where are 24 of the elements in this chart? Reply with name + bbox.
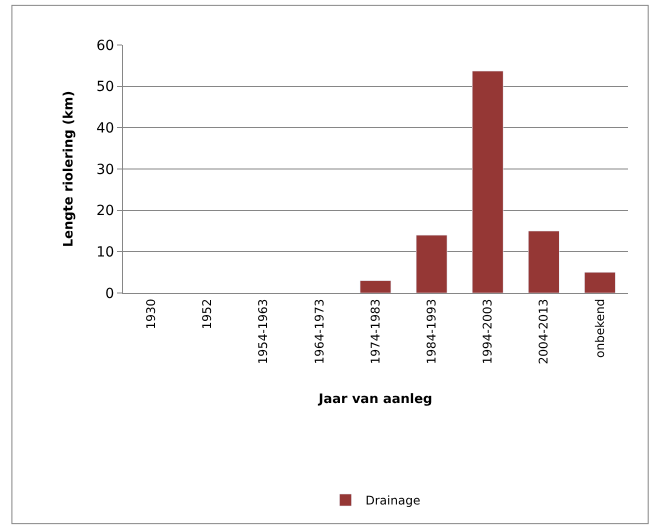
y-axis-title: Lengte riolering (km) [61,90,76,248]
x-tick-label: onbekend [592,298,607,358]
x-tick-label: 1964-1973 [312,298,326,364]
y-tick-label: 50 [96,79,114,96]
x-tick-label: 2004-2013 [536,298,551,364]
bar [472,70,504,293]
x-tick-label: 1952 [200,298,214,330]
y-tick-label: 20 [96,203,114,220]
bar [528,230,560,293]
x-tick-label: 1930 [144,298,158,330]
y-tick-label: 10 [96,244,114,261]
y-tick-label: 40 [96,120,114,137]
x-tick-label: 1984-1993 [424,298,439,364]
y-tick-label: 0 [105,286,114,302]
bar [360,280,392,293]
x-axis-title: Jaar van aanleg [318,392,432,407]
x-tick-label: 1994-2003 [480,298,495,364]
y-tick-label: 60 [96,38,114,54]
bar [416,234,448,293]
bar [584,272,616,293]
x-tick-label: 1954-1963 [256,298,270,364]
x-tick-label: 1974-1983 [368,298,382,364]
y-tick-label: 30 [96,162,114,178]
legend-label: Drainage [366,494,420,508]
